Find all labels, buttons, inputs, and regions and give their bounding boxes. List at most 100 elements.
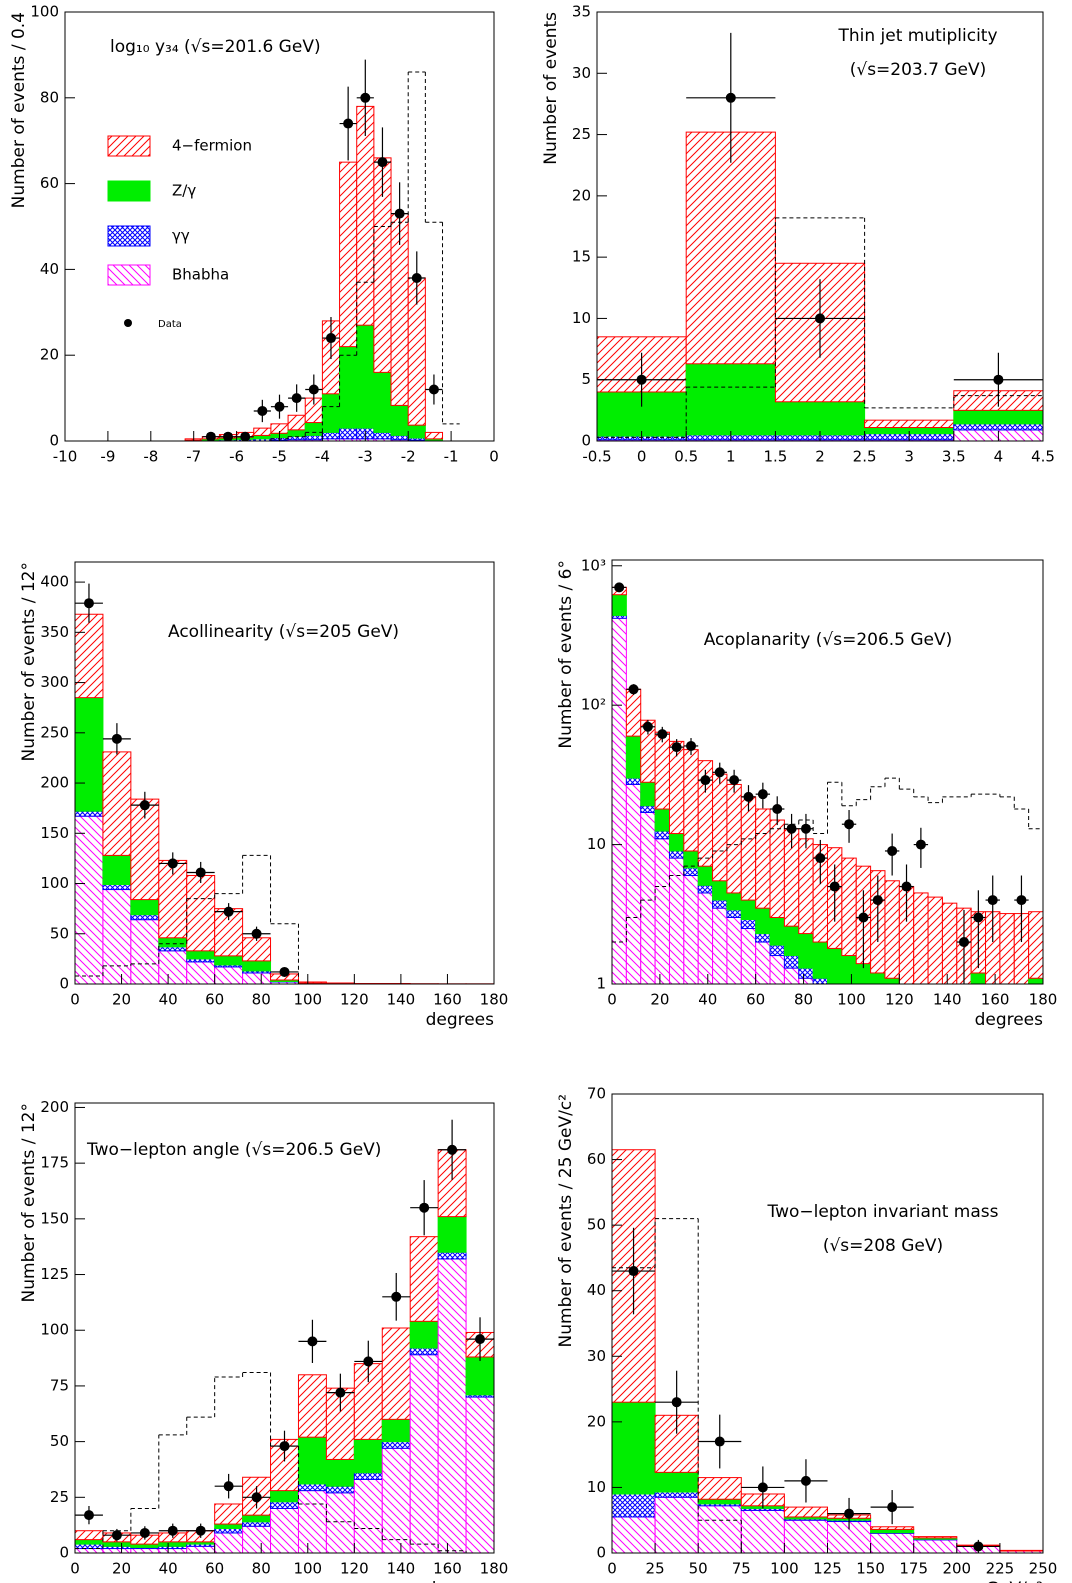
data-point	[757, 789, 768, 800]
data-point	[83, 598, 94, 609]
histogram-bar	[102, 751, 132, 856]
panel-title: Acollinearity (√s=205 GeV)	[168, 622, 399, 642]
data-point	[700, 775, 711, 786]
data-point	[628, 1266, 639, 1277]
plot-area	[612, 582, 1043, 984]
data-point	[887, 845, 898, 856]
y-tick-label: 80	[40, 88, 59, 106]
histogram-bar	[640, 811, 656, 984]
histogram-bar	[75, 1530, 104, 1541]
data-point	[829, 881, 840, 892]
data-point	[901, 881, 912, 892]
x-tick-label: -7	[186, 448, 201, 466]
histogram-bar	[612, 1493, 656, 1518]
data-point	[111, 1530, 122, 1541]
histogram-bar	[390, 434, 409, 441]
histogram-bar	[740, 928, 757, 984]
histogram-bar	[697, 1477, 742, 1500]
histogram-bar	[697, 1505, 742, 1553]
data-point	[428, 384, 439, 395]
histogram-bar	[437, 1251, 467, 1260]
legend-swatch	[107, 135, 151, 157]
y-axis-label: Number of events / 0.4	[9, 12, 29, 208]
y-tick-label: 10	[587, 835, 606, 853]
y-axis-label: Number of events / 6°	[556, 560, 576, 749]
histogram-bar	[381, 1447, 411, 1553]
x-tick-label: 200	[942, 1560, 971, 1578]
histogram-bar	[75, 1548, 104, 1553]
histogram-bar	[913, 1539, 958, 1553]
x-tick-label: 160	[981, 991, 1010, 1009]
y-tick-label: 0	[59, 975, 69, 993]
x-tick-label: 80	[794, 991, 813, 1009]
histogram-bar	[654, 1496, 699, 1553]
x-tick-label: 80	[252, 991, 271, 1009]
data-point	[872, 895, 883, 906]
x-tick-label: 100	[293, 1560, 322, 1578]
histogram-bar	[242, 1525, 272, 1553]
histogram-bar	[755, 808, 771, 909]
histogram-bar	[812, 941, 829, 979]
histogram-bar	[685, 363, 776, 436]
data-point	[343, 118, 354, 129]
histogram-bar	[726, 892, 742, 911]
data-point	[83, 1510, 94, 1521]
y-tick-label: 30	[587, 1347, 606, 1365]
plot-area	[184, 59, 460, 441]
x-tick-label: 0	[607, 991, 617, 1009]
histogram-bar	[870, 972, 886, 984]
y-tick-label: 150	[40, 824, 69, 842]
histogram-bar	[158, 937, 188, 948]
histogram-bar	[339, 427, 358, 440]
data-point	[714, 767, 725, 778]
histogram-bar	[783, 1519, 829, 1553]
data-point	[308, 384, 319, 395]
x-tick-label: -3	[358, 448, 373, 466]
histogram-bar	[769, 916, 785, 946]
data-point	[223, 431, 234, 441]
y-tick-label: 70	[587, 1085, 606, 1103]
histogram-bar	[927, 896, 943, 984]
histogram-bar	[769, 819, 785, 918]
data-point	[958, 937, 969, 948]
data-point	[714, 1436, 725, 1447]
x-tick-label: 140	[387, 991, 416, 1009]
x-tick-label: 100	[770, 1560, 799, 1578]
x-axis-label: degrees	[426, 1010, 495, 1030]
histogram-bar	[353, 1478, 383, 1553]
x-tick-label: -1	[444, 448, 459, 466]
panel-title: (√s=203.7 GeV)	[850, 60, 987, 80]
x-tick-label: 0	[489, 448, 499, 466]
x-tick-label: 120	[885, 991, 914, 1009]
histogram-bar	[654, 838, 670, 984]
x-tick-label: 100	[837, 991, 866, 1009]
histogram-bar	[769, 955, 785, 984]
data-point	[195, 1525, 206, 1536]
histogram-bar	[437, 1258, 467, 1553]
histogram-bar	[325, 1458, 355, 1487]
plot-frame	[74, 561, 495, 985]
plot-area	[597, 32, 1043, 441]
x-tick-label: 120	[340, 991, 369, 1009]
histogram-bar	[884, 880, 900, 979]
y-axis-label: Number of events / 12°	[19, 562, 39, 761]
y-tick-label: 40	[40, 260, 59, 278]
plot-frame	[74, 1102, 495, 1554]
histogram-bar	[102, 1541, 132, 1547]
histogram-bar	[390, 404, 409, 436]
panel-title: log₁₀ y₃₄ (√s=201.6 GeV)	[110, 37, 321, 57]
histogram-bar	[697, 1498, 742, 1505]
histogram-bar	[612, 1401, 656, 1495]
data-point	[815, 853, 826, 864]
histogram-bar	[325, 1492, 355, 1553]
histogram-bar	[697, 865, 714, 886]
data-point	[686, 740, 697, 751]
histogram-bar	[683, 749, 699, 852]
y-tick-label: 100	[30, 3, 59, 21]
y-tick-label: 10	[572, 309, 591, 327]
histogram-bar	[253, 434, 272, 440]
y-tick-label: 5	[581, 370, 591, 388]
y-tick-label: 0	[59, 1544, 69, 1562]
x-tick-label: 4.5	[1031, 448, 1055, 466]
